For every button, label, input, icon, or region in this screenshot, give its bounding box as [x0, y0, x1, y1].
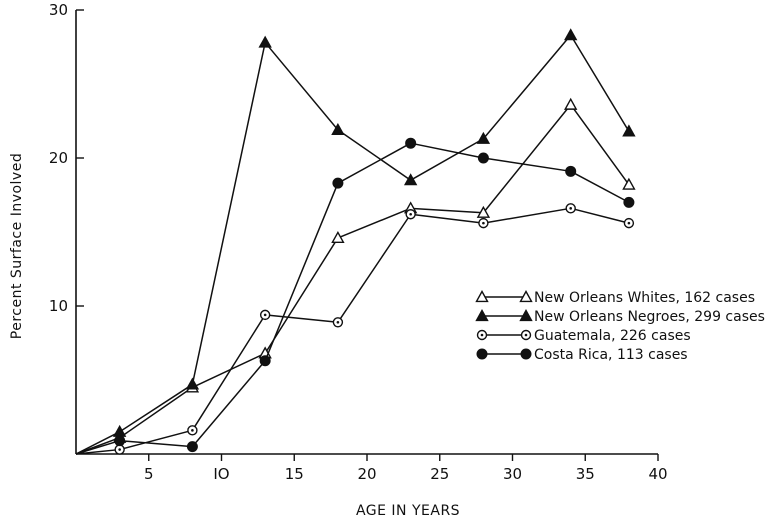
y-axis-title: Percent Surface Involved: [9, 153, 25, 339]
x-tick-label: IO: [213, 465, 229, 483]
data-point: [186, 441, 198, 453]
y-tick-label: 10: [49, 297, 68, 315]
y-tick-label: 20: [49, 149, 68, 167]
x-tick-label: 30: [503, 465, 522, 483]
legend-label: Guatemala, 226 cases: [534, 328, 691, 344]
data-point: [259, 355, 271, 367]
data-point: [565, 203, 576, 214]
legend-marker: [519, 290, 533, 303]
data-point: [259, 309, 271, 321]
x-tick-label: 5: [144, 465, 154, 483]
legend-marker: [475, 290, 489, 303]
data-point: [112, 424, 127, 437]
legend-marker: [475, 309, 489, 322]
data-point: [332, 317, 344, 328]
legend-marker: [519, 309, 533, 322]
series-new-orleans-negroes-299-cases: [75, 28, 636, 455]
data-point: [477, 152, 489, 164]
data-point: [476, 205, 491, 218]
data-point: [187, 425, 198, 436]
legend-item: New Orleans Negroes, 299 cases: [475, 309, 765, 325]
data-point: [405, 137, 417, 149]
series-new-orleans-whites-162-cases: [75, 97, 636, 455]
data-point: [623, 196, 635, 208]
legend-item: New Orleans Whites, 162 cases: [475, 290, 755, 306]
legend-item: Guatemala, 226 cases: [476, 328, 691, 344]
legend-label: New Orleans Negroes, 299 cases: [534, 309, 765, 325]
data-point: [332, 177, 344, 189]
legend-marker: [476, 329, 488, 341]
x-tick-label: 20: [357, 465, 376, 483]
series-layer: [75, 28, 636, 455]
data-point: [622, 177, 636, 190]
data-point: [564, 28, 578, 41]
data-point: [405, 209, 416, 220]
data-point: [258, 35, 272, 48]
legend-item: Costa Rica, 113 cases: [476, 347, 688, 363]
legend-marker: [520, 348, 532, 360]
series-costa-rica-113-cases: [75, 137, 635, 455]
data-point: [114, 435, 126, 447]
data-point: [564, 97, 578, 110]
x-tick-label: 35: [576, 465, 595, 483]
series-line: [75, 103, 630, 455]
data-point: [623, 217, 635, 229]
legend: New Orleans Whites, 162 cases New Orleans…: [475, 290, 765, 363]
x-tick-label: 40: [648, 465, 667, 483]
data-point: [478, 217, 489, 229]
axes: [75, 10, 658, 455]
legend-label: Costa Rica, 113 cases: [534, 347, 688, 363]
data-point: [565, 165, 577, 177]
data-point: [331, 230, 345, 244]
x-tick-label: 25: [430, 465, 449, 483]
legend-label: New Orleans Whites, 162 cases: [534, 290, 755, 306]
data-point: [185, 377, 200, 390]
data-point: [331, 122, 345, 135]
data-point: [476, 131, 491, 144]
series-line: [75, 34, 630, 455]
x-axis-title: AGE IN YEARS: [356, 503, 460, 517]
data-point: [622, 124, 636, 137]
legend-marker: [476, 348, 488, 360]
y-tick-label: 30: [49, 1, 68, 19]
legend-marker: [520, 329, 532, 341]
data-point: [403, 173, 418, 186]
axis-ticks: 5 IO 15 20 25 30 35 40 10 20 30: [49, 1, 668, 483]
x-tick-label: 15: [285, 465, 304, 483]
data-point: [114, 444, 125, 455]
